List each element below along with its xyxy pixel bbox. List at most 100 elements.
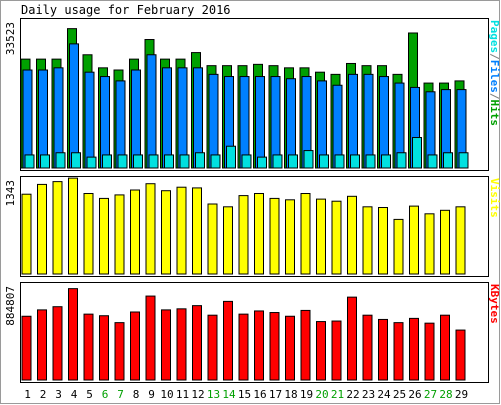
legend-part-0: Pages [488,20,501,53]
y-max-label-visits: 1343 [4,180,17,207]
visits-bar-day-11 [176,186,187,275]
files-bar-day-22 [348,73,358,169]
pages-bar-day-10 [164,154,174,169]
x-tick-label-2: 2 [40,388,47,401]
pages-bar-day-6 [102,154,112,169]
kbytes-bar-day-8 [130,311,140,381]
kbytes-bars [21,288,466,381]
pages-bar-day-18 [288,154,298,169]
visits-bar-day-10 [161,190,171,275]
pages-bar-day-3 [55,152,66,169]
x-tick-label-1: 1 [24,388,31,401]
files-bars [22,43,467,169]
kbytes-bar-day-9 [145,295,156,381]
pages-bar-day-20 [319,154,329,169]
legend-part-2: Files [488,60,501,93]
visits-bar-day-3 [52,181,63,275]
legend-part-0: KBytes [488,284,501,324]
visits-bars [21,177,466,275]
files-bar-day-5 [84,71,95,169]
pages-bar-day-5 [86,156,97,169]
visits-bar-day-6 [99,197,109,275]
pages-bar-day-11 [179,154,190,169]
legend-visits: Visits [488,178,501,218]
kbytes-bar-day-16 [254,310,264,381]
kbytes-bar-day-1 [21,315,32,381]
pages-bar-day-22 [350,154,360,169]
x-tick-label-20: 20 [315,388,328,401]
x-tick-label-13: 13 [207,388,220,401]
x-tick-labels: 1 2 3 4 5 6 7 8 9 10 11 12 13 14 15 16 17 18 19 20 21 22 23 24 2… [24,388,468,401]
visits-bar-day-29 [455,206,466,275]
pages-bar-day-26 [412,137,422,169]
files-bar-day-8 [131,69,141,169]
visits-bar-day-26 [409,205,419,275]
kbytes-bar-day-7 [114,322,125,381]
kbytes-bar-day-4 [68,288,78,381]
chart-title: Daily usage for February 2016 [21,3,231,17]
x-tick-label-19: 19 [300,388,313,401]
pages-bar-day-4 [71,152,81,169]
visits-bar-day-5 [83,193,94,275]
x-tick-label-5: 5 [86,388,93,401]
x-tick-label-3: 3 [55,388,62,401]
x-tick-label-29: 29 [455,388,468,401]
x-tick-label-7: 7 [117,388,124,401]
visits-bar-day-1 [21,193,32,275]
x-tick-label-17: 17 [269,388,282,401]
legend-hits-files-pages: Pages/Files/Hits [488,20,501,126]
visits-bar-day-17 [269,197,280,275]
visits-bar-day-22 [347,195,357,275]
visits-bar-day-16 [254,193,264,275]
kbytes-bar-day-19 [300,309,311,381]
kbytes-bar-day-29 [455,329,466,381]
visits-bar-day-20 [316,198,326,275]
files-bar-day-17 [270,76,281,169]
files-bar-day-2 [38,69,48,169]
kbytes-bar-day-11 [176,308,187,381]
pages-bar-day-21 [334,154,345,169]
x-tick-label-24: 24 [377,388,391,401]
kbytes-bar-day-23 [362,314,373,381]
pages-bar-day-28 [443,152,453,169]
kbytes-bar-day-21 [331,320,342,381]
kbytes-bar-day-12 [192,305,202,381]
pages-bar-day-29 [458,152,469,169]
x-tick-label-23: 23 [362,388,375,401]
pages-bar-day-27 [427,154,438,169]
files-bar-day-1 [22,69,33,169]
visits-bar-day-9 [145,183,156,275]
pages-bar-day-15 [241,154,252,169]
kbytes-bar-day-18 [285,315,295,381]
kbytes-bar-day-17 [269,312,280,381]
x-tick-label-9: 9 [148,388,155,401]
y-max-label-kbytes: 884807 [4,286,17,326]
legend-part-4: Hits [488,100,501,127]
pages-bar-day-9 [148,154,159,169]
files-bar-day-15 [239,76,250,169]
kbytes-bar-day-14 [223,300,233,381]
legend-part-0: Visits [488,178,501,218]
x-tick-label-14: 14 [222,388,236,401]
files-bar-day-6 [100,76,110,169]
kbytes-bar-day-5 [83,313,94,381]
pages-bar-day-13 [210,154,221,169]
x-tick-label-16: 16 [253,388,266,401]
pages-bar-day-2 [40,154,50,169]
kbytes-bar-day-3 [52,306,63,381]
visits-bar-day-23 [362,206,373,275]
kbytes-bar-day-25 [393,322,404,381]
kbytes-bar-day-27 [424,322,435,381]
visits-bar-day-27 [424,213,435,275]
pages-bar-day-7 [117,154,128,169]
x-tick-label-15: 15 [238,388,251,401]
pages-bar-day-1 [24,154,35,169]
files-bar-day-9 [146,54,157,169]
pages-bar-day-8 [133,154,143,169]
visits-bar-day-25 [393,218,404,275]
files-bar-day-4 [69,43,79,169]
visits-bar-day-18 [285,199,295,275]
visits-bar-day-28 [440,209,450,275]
kbytes-bar-day-22 [347,296,357,381]
x-tick-label-25: 25 [393,388,406,401]
